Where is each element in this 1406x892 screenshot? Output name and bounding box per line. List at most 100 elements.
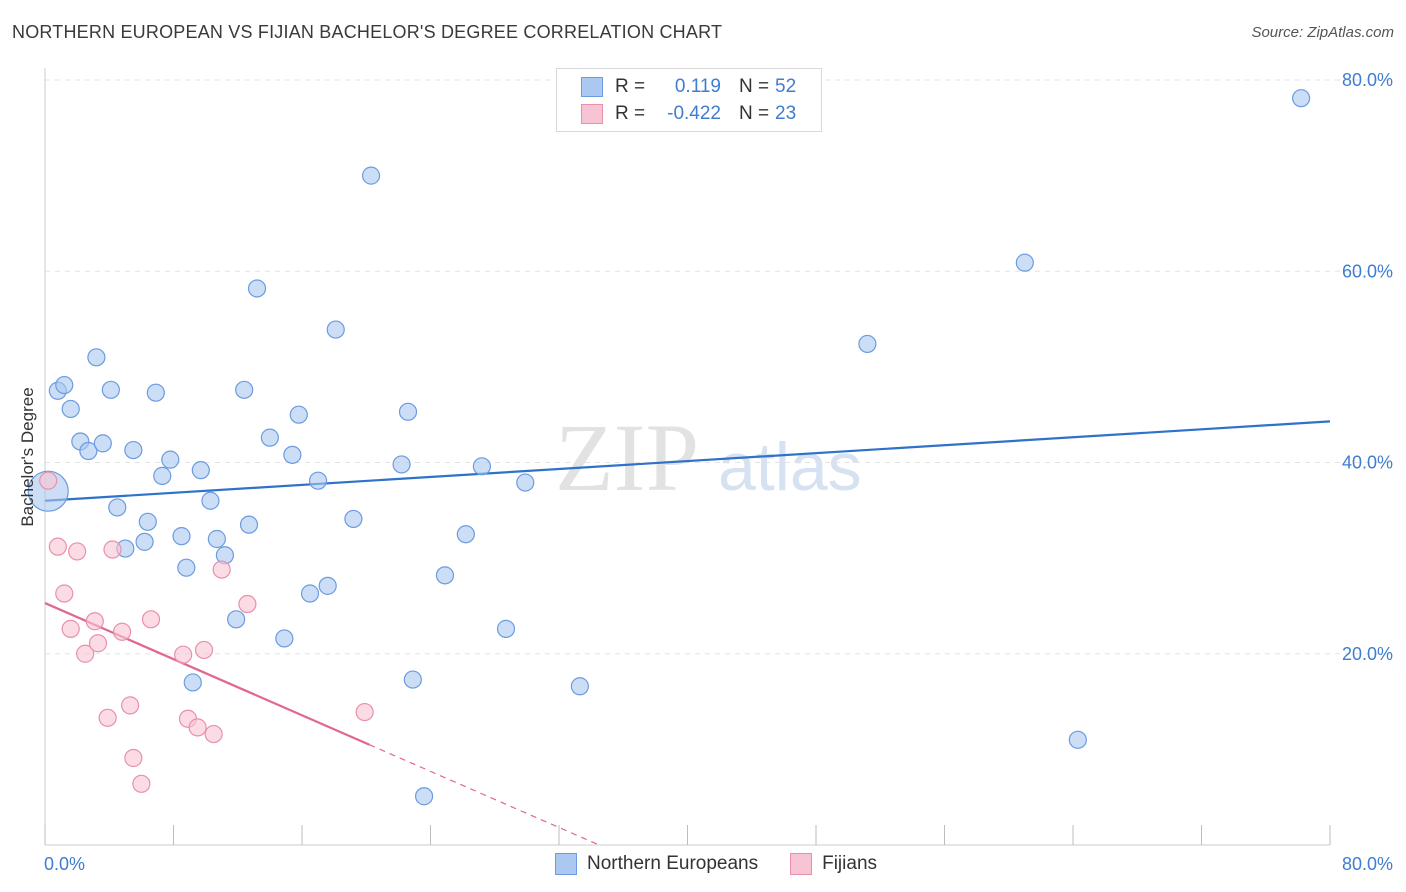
point-northern-european — [138, 512, 157, 531]
point-northern-european — [456, 525, 475, 544]
n-label: N = — [739, 76, 770, 97]
point-fijian — [141, 610, 161, 629]
point-fijian — [124, 748, 143, 768]
point-northern-european — [275, 629, 294, 648]
point-northern-european — [1015, 253, 1034, 272]
legend-item-northern-europeans[interactable]: Northern Europeans — [555, 853, 758, 875]
y-tick-label: 40.0% — [1342, 453, 1393, 473]
y-tick-label: 20.0% — [1342, 644, 1393, 664]
r-value: -0.422 — [667, 103, 721, 124]
point-fijian — [238, 594, 257, 614]
tick-labels: 20.0% 40.0% 60.0% 80.0% 0.0% 80.0% — [44, 70, 1393, 874]
point-fijian — [98, 708, 117, 727]
y-tick-label: 60.0% — [1342, 261, 1393, 281]
trend-line-fijians-dashed — [369, 744, 600, 846]
point-northern-european — [172, 527, 191, 546]
point-northern-european — [235, 380, 254, 399]
point-northern-european — [858, 334, 877, 354]
grid-lines — [45, 79, 1392, 655]
point-northern-european — [247, 279, 267, 298]
point-northern-european — [55, 375, 74, 395]
point-northern-european — [414, 787, 434, 806]
stats-row-northern-europeans: R = 0.119 N = 52 — [581, 75, 796, 99]
point-northern-european — [161, 450, 180, 469]
legend-item-fijians[interactable]: Fijians — [790, 853, 877, 875]
point-northern-european — [403, 670, 422, 689]
point-fijian — [55, 584, 74, 603]
point-northern-european — [108, 498, 127, 517]
point-northern-european — [361, 166, 381, 185]
point-fijian — [112, 622, 132, 641]
point-fijian — [103, 540, 122, 559]
point-northern-european — [135, 532, 154, 551]
trend-line-northern-europeans — [44, 420, 1331, 502]
point-northern-european — [516, 473, 535, 492]
point-northern-european — [392, 455, 411, 474]
point-northern-european — [1291, 89, 1311, 108]
point-fijian — [88, 634, 108, 653]
point-northern-european — [61, 399, 80, 419]
point-northern-european — [1068, 730, 1087, 749]
point-northern-european — [300, 584, 320, 603]
point-northern-european — [289, 405, 308, 424]
series-legend: Northern Europeans Fijians — [555, 850, 909, 878]
point-fijian — [194, 640, 214, 660]
point-northern-european — [207, 529, 226, 549]
legend-swatch-northern-europeans — [555, 853, 577, 875]
data-points — [27, 89, 1311, 806]
point-northern-european — [260, 428, 279, 447]
point-northern-european — [79, 441, 98, 461]
watermark: ZIP atlas — [555, 404, 862, 511]
r-value: 0.119 — [674, 76, 721, 97]
point-fijian — [76, 644, 95, 663]
point-northern-european — [496, 619, 516, 638]
point-fijian — [68, 542, 87, 561]
point-northern-european — [326, 320, 345, 339]
axes — [44, 68, 1331, 846]
stats-legend: R = 0.119 N = 52 R = -0.422 N = 23 — [556, 68, 822, 132]
point-northern-european — [570, 677, 589, 696]
point-fijian — [188, 718, 207, 737]
n-value: 23 — [775, 103, 797, 124]
y-tick-label: 80.0% — [1342, 70, 1393, 90]
point-fijian — [174, 645, 193, 664]
y-axis-label: Bachelor's Degree — [18, 387, 37, 526]
point-northern-european — [87, 348, 106, 367]
legend-label-northern-europeans: Northern Europeans — [587, 853, 759, 874]
point-fijian — [39, 471, 58, 490]
chart-title: NORTHERN EUROPEAN VS FIJIAN BACHELOR'S D… — [12, 22, 723, 42]
point-northern-european — [435, 566, 455, 585]
n-value: 52 — [775, 76, 797, 97]
point-fijian — [132, 774, 151, 793]
point-northern-european — [318, 576, 337, 595]
point-northern-european — [398, 402, 418, 421]
point-northern-european — [101, 380, 120, 399]
point-fijian — [121, 696, 140, 715]
point-fijian — [212, 560, 231, 579]
point-northern-european — [227, 610, 246, 629]
point-northern-european — [177, 558, 196, 577]
point-northern-european — [124, 440, 143, 460]
point-northern-european — [472, 457, 491, 476]
point-fijian — [61, 619, 80, 638]
point-northern-european — [283, 445, 302, 464]
legend-label-fijians: Fijians — [822, 853, 878, 874]
x-tick-label: 80.0% — [1342, 854, 1393, 874]
point-fijian — [85, 612, 104, 631]
source-label: Source: ZipAtlas.com — [1251, 24, 1394, 41]
x-tick-label: 0.0% — [44, 854, 85, 874]
point-northern-european — [183, 673, 202, 692]
legend-swatch-fijians — [790, 853, 813, 875]
swatch-northern-europeans — [581, 77, 603, 97]
r-label: R = — [615, 103, 646, 124]
n-label: N = — [739, 103, 770, 124]
point-fijian — [48, 537, 67, 556]
point-northern-european — [93, 434, 112, 453]
stats-row-fijians: R = -0.422 N = 23 — [581, 102, 796, 126]
point-northern-european — [308, 471, 328, 490]
point-fijian — [355, 702, 374, 722]
watermark-zip: ZIP — [555, 404, 699, 511]
point-northern-european — [344, 509, 363, 529]
swatch-fijians — [581, 104, 603, 124]
